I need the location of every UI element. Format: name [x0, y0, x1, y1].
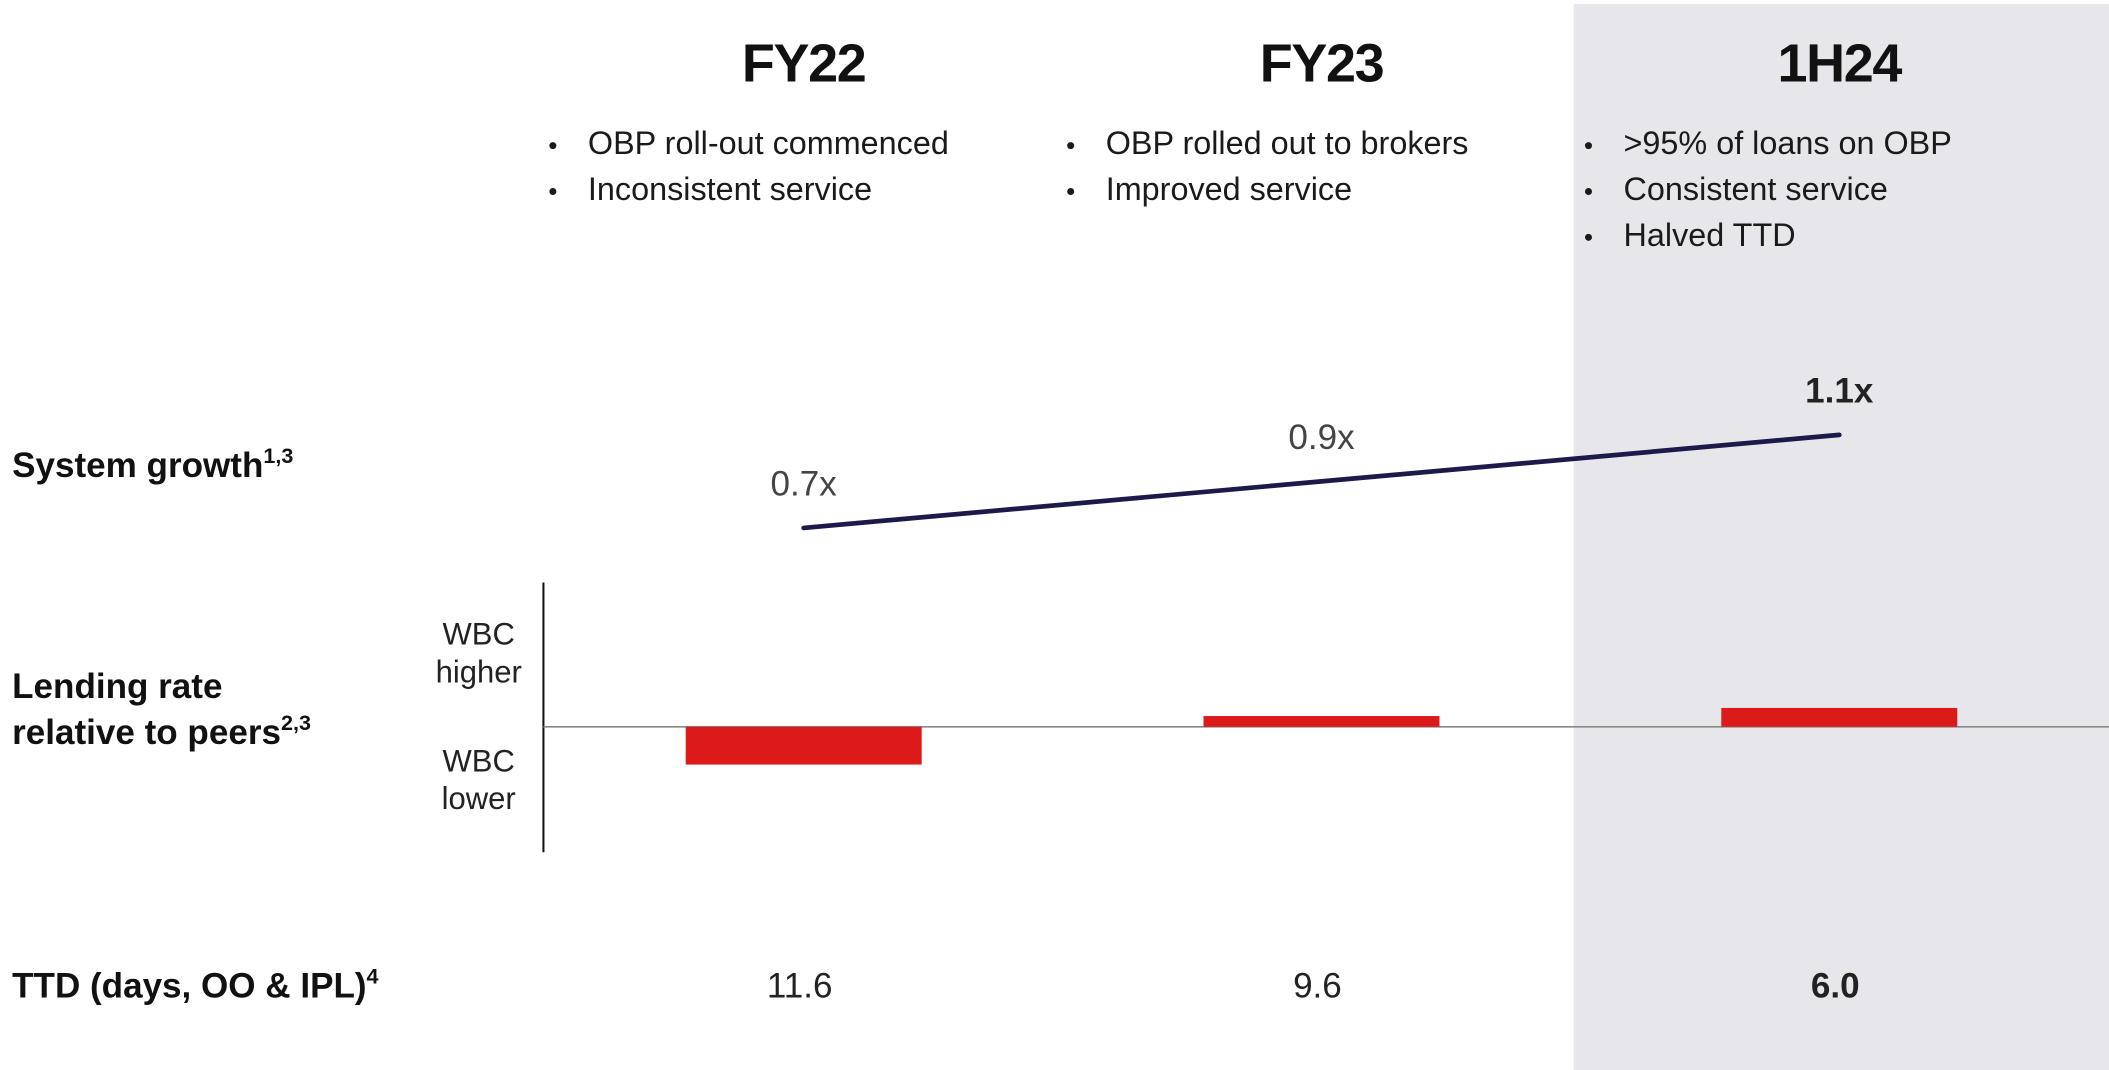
- bullet-text: Inconsistent service: [588, 171, 872, 207]
- bullet-dot: [1584, 142, 1592, 150]
- axis-label: WBC: [443, 617, 515, 652]
- bullet-dot: [549, 187, 557, 195]
- row-label-text: relative to peers: [12, 713, 281, 752]
- bullet-text: Improved service: [1106, 171, 1352, 207]
- bullet-dot: [1067, 142, 1075, 150]
- bullet-text: OBP rolled out to brokers: [1106, 125, 1469, 161]
- footnote-ref: 1,3: [263, 443, 293, 468]
- row-label: relative to peers2,3: [12, 710, 311, 752]
- row-label-text: Lending rate: [12, 667, 222, 706]
- lending-bar: [1721, 707, 1958, 727]
- bullet-dot: [1584, 187, 1592, 195]
- footnote-ref: 2,3: [281, 710, 311, 735]
- column-header: FY22: [742, 34, 865, 94]
- bullet-dot: [1067, 187, 1075, 195]
- bullet-text: Consistent service: [1624, 171, 1888, 207]
- highlight-panel: [1573, 4, 2109, 1070]
- bullet-text: Halved TTD: [1624, 217, 1796, 253]
- lending-bar: [685, 726, 922, 765]
- lending-bar: [1203, 716, 1440, 727]
- bullet-text: OBP roll-out commenced: [588, 125, 949, 161]
- row-label: System growth1,3: [12, 443, 293, 485]
- footnote-ref: 4: [367, 963, 379, 988]
- growth-label: 0.7x: [771, 464, 838, 503]
- bullet-dot: [549, 142, 557, 150]
- axis-label: higher: [436, 654, 522, 689]
- ttd-value: 6.0: [1811, 967, 1860, 1006]
- growth-label: 1.1x: [1805, 371, 1874, 410]
- row-label: TTD (days, OO & IPL)4: [12, 963, 378, 1005]
- growth-label: 0.9x: [1288, 418, 1355, 457]
- row-label: Lending rate: [12, 667, 222, 706]
- column-header: FY23: [1260, 34, 1384, 94]
- column-header: 1H24: [1778, 34, 1903, 94]
- axis-label: lower: [442, 781, 516, 816]
- ttd-value: 9.6: [1293, 967, 1342, 1006]
- bullet-text: >95% of loans on OBP: [1624, 125, 1952, 161]
- bullet-dot: [1584, 233, 1592, 241]
- ttd-value: 11.6: [767, 967, 833, 1006]
- row-label-text: TTD (days, OO & IPL): [12, 967, 366, 1006]
- row-label-text: System growth: [12, 446, 263, 485]
- axis-label: WBC: [443, 743, 515, 778]
- growth-line: [801, 432, 1842, 531]
